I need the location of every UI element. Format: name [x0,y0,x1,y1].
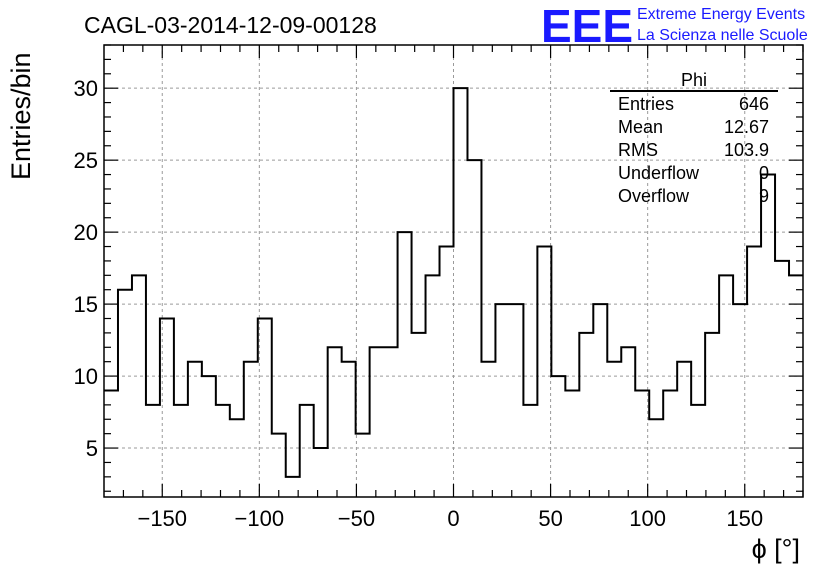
stats-box: Phi Entries 646 Mean 12.67 RMS 103.9 Und… [610,70,778,206]
stats-label-rms: RMS [618,140,658,160]
x-tick-label: −100 [235,506,285,531]
y-tick-label: 15 [74,292,98,317]
x-tick-label: −150 [137,506,187,531]
axis-ticks [104,44,804,497]
eee-logo: EEE Extreme Energy Events La Scienza nel… [541,0,808,52]
stats-label-underflow: Underflow [618,163,700,183]
y-tick-label: 30 [74,76,98,101]
x-axis-title: ϕ [°] [752,534,800,564]
stats-value-rms: 103.9 [724,140,769,160]
y-axis-title: Entries/bin [6,52,36,180]
x-tick-label: −50 [338,506,375,531]
x-tick-labels: −150 −100 −50 0 50 100 150 [137,506,763,531]
stats-value-underflow: 0 [759,163,769,183]
eee-logo-mark: EEE [541,0,633,52]
stats-value-overflow: 9 [759,186,769,206]
stats-title: Phi [681,70,707,90]
x-tick-label: 50 [538,506,562,531]
y-tick-label: 20 [74,220,98,245]
x-tick-label: 0 [447,506,459,531]
stats-label-entries: Entries [618,94,674,114]
y-tick-labels: 5 10 15 20 25 30 [74,76,98,461]
y-tick-label: 10 [74,364,98,389]
x-tick-label: 150 [726,506,763,531]
stats-label-mean: Mean [618,117,663,137]
x-tick-label: 100 [629,506,666,531]
chart-title: CAGL-03-2014-12-09-00128 [84,12,377,38]
histogram-outline [104,87,803,478]
stats-value-entries: 646 [739,94,769,114]
y-tick-label: 5 [86,436,98,461]
eee-logo-line2: La Scienza nelle Scuole [637,27,808,44]
y-tick-label: 25 [74,148,98,173]
stats-label-overflow: Overflow [618,186,690,206]
stats-value-mean: 12.67 [724,117,769,137]
eee-logo-line1: Extreme Energy Events [637,6,805,23]
